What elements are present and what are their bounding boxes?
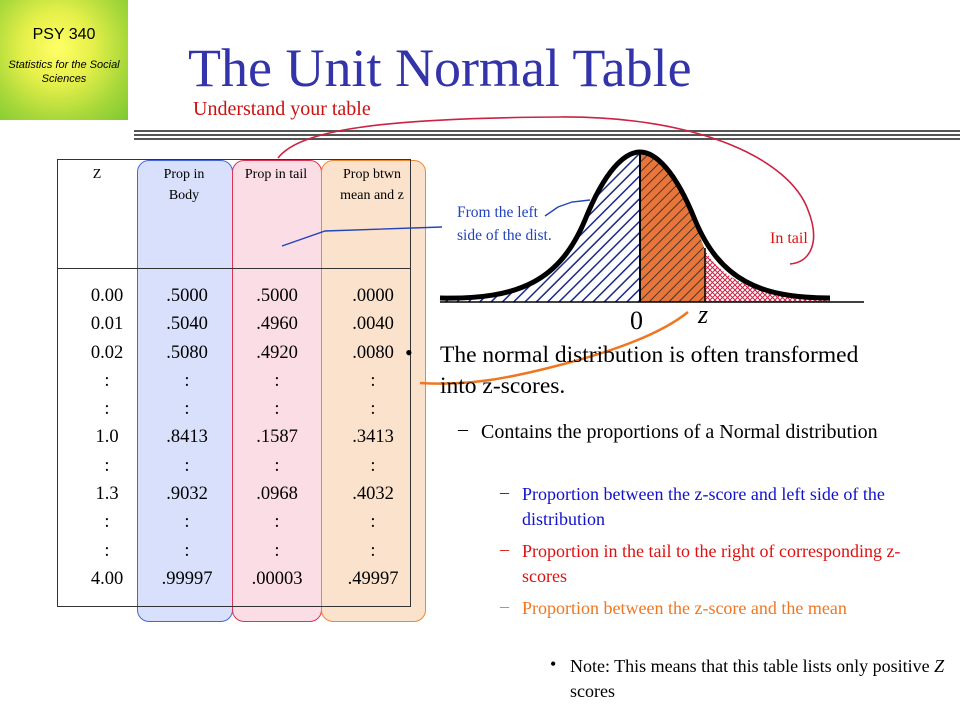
table-cell: .8413 xyxy=(166,427,208,448)
table-cell: .49997 xyxy=(347,568,399,589)
table-cell: : xyxy=(274,455,280,476)
course-code: PSY 340 xyxy=(32,26,96,43)
table-cell: .0040 xyxy=(352,314,394,335)
table-cell: : xyxy=(184,399,190,420)
table-cell: : xyxy=(104,512,110,533)
item-tail: Proportion in the tail to the right of c… xyxy=(522,541,901,586)
table-cell: : xyxy=(274,540,280,561)
left-side-label: From the left side of the dist. xyxy=(457,204,552,244)
sub-bullet: Contains the proportions of a Normal dis… xyxy=(481,421,878,443)
z-label: z xyxy=(698,300,709,329)
title-rule xyxy=(134,134,960,136)
bullet-marker: • xyxy=(405,340,413,365)
table-cell: : xyxy=(274,370,280,391)
table-cell: .3413 xyxy=(352,427,394,448)
table-cell: : xyxy=(184,455,190,476)
between-column: .0000.0040.0080:: .3413: .4032:: .49997 xyxy=(326,282,420,593)
dash-marker: – xyxy=(500,482,509,502)
header-prop-tail: Prop in tail xyxy=(244,167,308,182)
table-cell: .99997 xyxy=(161,568,213,589)
note-z: Z xyxy=(934,656,945,676)
note-bullet: Note: This means that this table lists o… xyxy=(570,654,950,704)
title-rule xyxy=(134,130,960,132)
table-cell: : xyxy=(104,455,110,476)
table-cell: : xyxy=(184,370,190,391)
table-cell: 1.0 xyxy=(95,427,119,448)
table-cell: : xyxy=(104,540,110,561)
table-cell: : xyxy=(370,540,376,561)
table-cell: .9032 xyxy=(166,484,208,505)
between-region xyxy=(640,152,705,302)
table-cell: .5000 xyxy=(256,286,298,306)
connector-left-side-arrow xyxy=(544,199,591,217)
table-cell: .0080 xyxy=(352,342,394,363)
table-cell: 4.00 xyxy=(90,568,124,589)
table-cell: .5040 xyxy=(166,314,208,335)
connector-in-tail xyxy=(277,116,815,265)
item-left-side: Proportion between the z-score and left … xyxy=(522,484,885,529)
table-cell: 0.00 xyxy=(90,286,124,306)
z-column: 0.00 0.01 0.02::1.0:1.3::4.00 xyxy=(72,282,142,593)
body-region xyxy=(440,152,640,302)
main-bullet: The normal distribution is often transfo… xyxy=(440,342,859,399)
table-cell: .4920 xyxy=(256,342,298,363)
table-header-divider xyxy=(57,268,410,269)
table-cell: : xyxy=(184,540,190,561)
slide-subtitle: Understand your table xyxy=(193,98,371,120)
title-rule xyxy=(134,138,960,140)
unit-normal-table xyxy=(57,159,411,607)
course-badge: PSY 340 Statistics for the Social Scienc… xyxy=(0,0,128,120)
note-text: Note: This means that this table lists o… xyxy=(570,656,935,676)
body-column-highlight xyxy=(137,160,233,622)
note-text-end: scores xyxy=(570,681,615,701)
table-cell: : xyxy=(370,512,376,533)
slide-title: The Unit Normal Table xyxy=(188,38,692,98)
table-cell: .4960 xyxy=(256,314,298,335)
table-cell: .4032 xyxy=(352,484,394,505)
header-z: Z xyxy=(92,167,102,182)
table-cell: .0968 xyxy=(256,484,298,505)
course-subtitle: Statistics for the Social Sciences xyxy=(8,59,120,85)
table-cell: : xyxy=(104,370,110,391)
table-cell: : xyxy=(370,455,376,476)
header-prop-body: Prop in Body xyxy=(163,167,205,203)
tail-region xyxy=(705,250,830,302)
table-cell: : xyxy=(274,399,280,420)
table-cell: .00003 xyxy=(251,568,303,589)
item-mean: Proportion between the z-score and the m… xyxy=(522,598,847,618)
table-cell: .1587 xyxy=(256,427,298,448)
body-column: .5000.5040.5080:: .8413: .9032:: .99997 xyxy=(148,282,226,593)
table-cell: : xyxy=(370,399,376,420)
dash-marker: – xyxy=(500,596,509,616)
table-cell: 0.01 xyxy=(90,314,124,335)
in-tail-label: In tail xyxy=(770,230,808,247)
table-cell: .0000 xyxy=(352,286,394,306)
dash-marker: – xyxy=(458,418,468,440)
bullet-marker: • xyxy=(550,654,557,674)
table-cell: .5000 xyxy=(166,286,208,306)
table-cell: : xyxy=(370,370,376,391)
connector-between xyxy=(419,311,689,385)
tail-column: .5000.4960.4920:: .1587: .0968:: .00003 xyxy=(236,282,318,593)
table-cell: : xyxy=(274,512,280,533)
zero-label: 0 xyxy=(630,306,643,335)
dash-marker: – xyxy=(500,539,509,559)
table-cell: : xyxy=(104,399,110,420)
table-cell: : xyxy=(184,512,190,533)
table-cell: 0.02 xyxy=(90,342,124,363)
table-cell: .5080 xyxy=(166,342,208,363)
table-cell: 1.3 xyxy=(95,484,119,505)
header-prop-between: Prop btwn mean and z xyxy=(340,167,404,203)
connector-left-side xyxy=(281,226,443,247)
between-column-highlight xyxy=(321,160,426,622)
